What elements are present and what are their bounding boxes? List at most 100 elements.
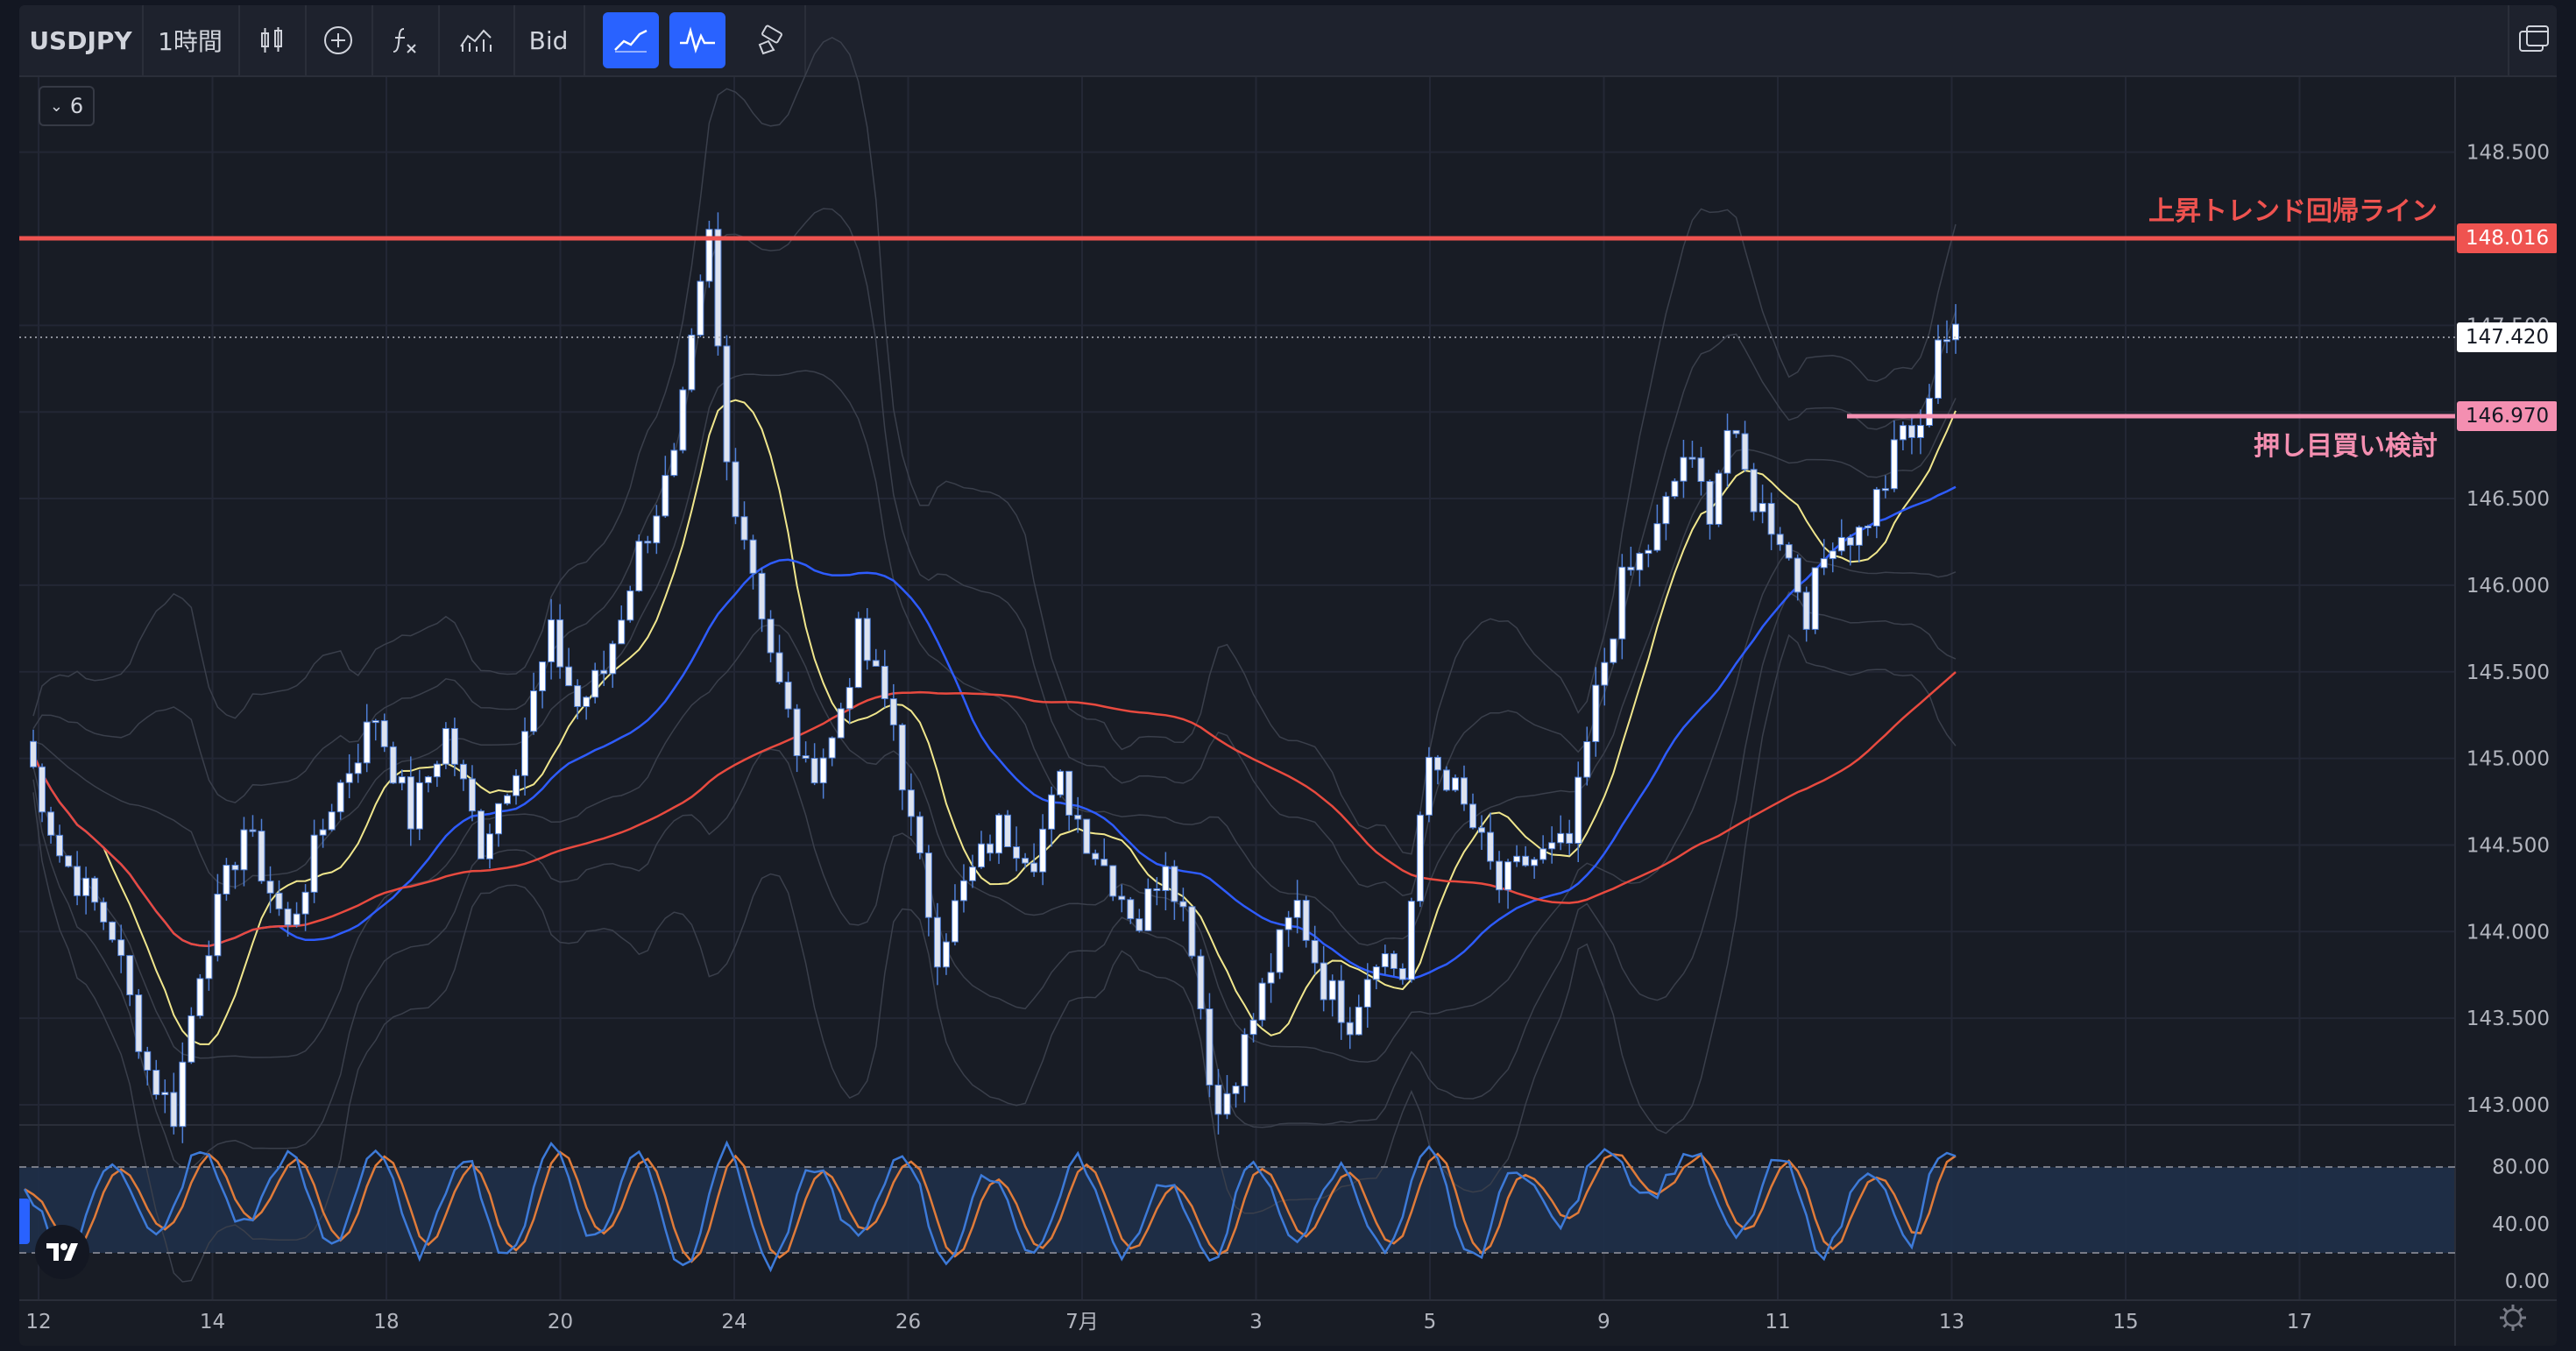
- candle-body: [916, 816, 924, 854]
- compare-button[interactable]: [305, 5, 373, 75]
- candle-body: [1583, 741, 1591, 778]
- candle-body: [959, 880, 967, 902]
- candle-body: [863, 618, 871, 661]
- candle-body: [1267, 972, 1275, 984]
- candle-body: [574, 685, 582, 707]
- time-tick-label: 9: [1597, 1311, 1610, 1333]
- indicator-collapse-button[interactable]: ⌄ 6: [39, 86, 95, 126]
- candle-body: [117, 939, 125, 957]
- candle-body: [1566, 832, 1574, 844]
- candle-body: [380, 720, 388, 747]
- gear-icon[interactable]: [2500, 1305, 2526, 1331]
- layout-button[interactable]: [2508, 5, 2557, 75]
- candle-body: [723, 345, 731, 463]
- candle-body: [1258, 982, 1266, 1021]
- interval-button[interactable]: 1時間: [142, 5, 240, 75]
- candle-body: [1837, 536, 1845, 552]
- candle-body: [1372, 966, 1380, 980]
- candle-body: [846, 687, 853, 710]
- candle-body: [249, 829, 257, 832]
- candle-body: [1504, 861, 1512, 891]
- oscillator-button[interactable]: [669, 12, 725, 68]
- candle-body: [1811, 567, 1819, 630]
- time-tick-label: 15: [2112, 1311, 2138, 1333]
- candle-body: [372, 720, 379, 724]
- candle-body: [1907, 425, 1915, 438]
- candle-body: [1039, 828, 1047, 873]
- candle-body: [56, 834, 64, 857]
- candle-body: [398, 776, 406, 784]
- candle-body: [933, 916, 941, 968]
- candle-body: [1601, 661, 1609, 686]
- band-lower: [32, 633, 1957, 1283]
- candle-body: [609, 643, 617, 675]
- candle-body: [1048, 794, 1056, 830]
- candle-body: [898, 724, 906, 791]
- candle-body: [644, 541, 652, 544]
- candle-body: [1092, 852, 1100, 860]
- candle-body: [415, 782, 423, 830]
- stoch-d-line: [24, 1150, 1957, 1263]
- chart-canvas[interactable]: 148.500148.000147.500147.000146.500146.0…: [19, 5, 2557, 1346]
- time-tick-label: 26: [895, 1311, 921, 1333]
- side-panel-handle[interactable]: [19, 1199, 30, 1244]
- candle-body: [161, 1092, 169, 1095]
- candle-body: [995, 814, 1003, 854]
- candle-body: [1144, 888, 1152, 931]
- indicator-count: 6: [69, 94, 84, 118]
- candle-body: [1952, 323, 1959, 341]
- candle-body: [977, 843, 985, 868]
- price-type-button[interactable]: Bid: [513, 5, 585, 75]
- candle-series: [30, 212, 1959, 1143]
- candle-body: [600, 669, 608, 675]
- candle-body: [662, 475, 669, 517]
- candle-body: [74, 866, 81, 896]
- candle-body: [1934, 339, 1942, 400]
- candle-body: [881, 665, 888, 700]
- candle-body: [1610, 638, 1617, 663]
- candle-body: [1820, 558, 1828, 569]
- candle-body: [30, 740, 38, 767]
- price-tick-label: 144.500: [2466, 834, 2550, 857]
- chart-type-button[interactable]: [238, 5, 307, 75]
- candle-body: [1311, 939, 1319, 964]
- stoch-tick-label: 0.00: [2505, 1270, 2550, 1293]
- time-tick-label: 7月: [1065, 1311, 1099, 1333]
- candle-body: [310, 834, 318, 893]
- candle-body: [1750, 469, 1758, 513]
- candle-body: [1390, 953, 1398, 969]
- candle-body: [907, 789, 915, 817]
- candle-body: [1416, 814, 1424, 902]
- candle-body: [1442, 769, 1450, 791]
- candle-body: [889, 698, 897, 725]
- candle-body: [188, 1015, 195, 1063]
- candle-body: [301, 891, 309, 915]
- candle-body: [91, 877, 99, 903]
- candle-body: [1407, 901, 1415, 980]
- candle-body: [1531, 859, 1539, 866]
- trend-line-button[interactable]: [603, 12, 659, 68]
- indicators-button[interactable]: [372, 5, 440, 75]
- candle-body: [1127, 899, 1135, 920]
- layout-icon: [2519, 25, 2549, 52]
- candle-body: [1188, 906, 1196, 957]
- candle-body: [1548, 842, 1556, 850]
- candle-body: [1592, 684, 1600, 743]
- stoch-axis-labels: 80.00 40.00 0.00: [2492, 1156, 2550, 1293]
- candle-body: [1943, 339, 1950, 343]
- time-tick-label: 14: [200, 1311, 225, 1333]
- candle-body: [170, 1092, 178, 1128]
- candle-body: [82, 877, 90, 896]
- symbol-button[interactable]: USDJPY: [19, 5, 144, 75]
- candle-body: [214, 893, 222, 957]
- candle-body: [767, 619, 775, 654]
- candle-body: [1829, 550, 1836, 560]
- candle-body: [231, 865, 239, 871]
- candle-body: [513, 775, 520, 796]
- candle-body: [1785, 544, 1793, 559]
- templates-button[interactable]: [438, 5, 515, 75]
- candle-body: [749, 539, 757, 574]
- brush-button[interactable]: [738, 5, 806, 75]
- candle-body: [39, 766, 46, 813]
- candle-body: [1433, 756, 1441, 771]
